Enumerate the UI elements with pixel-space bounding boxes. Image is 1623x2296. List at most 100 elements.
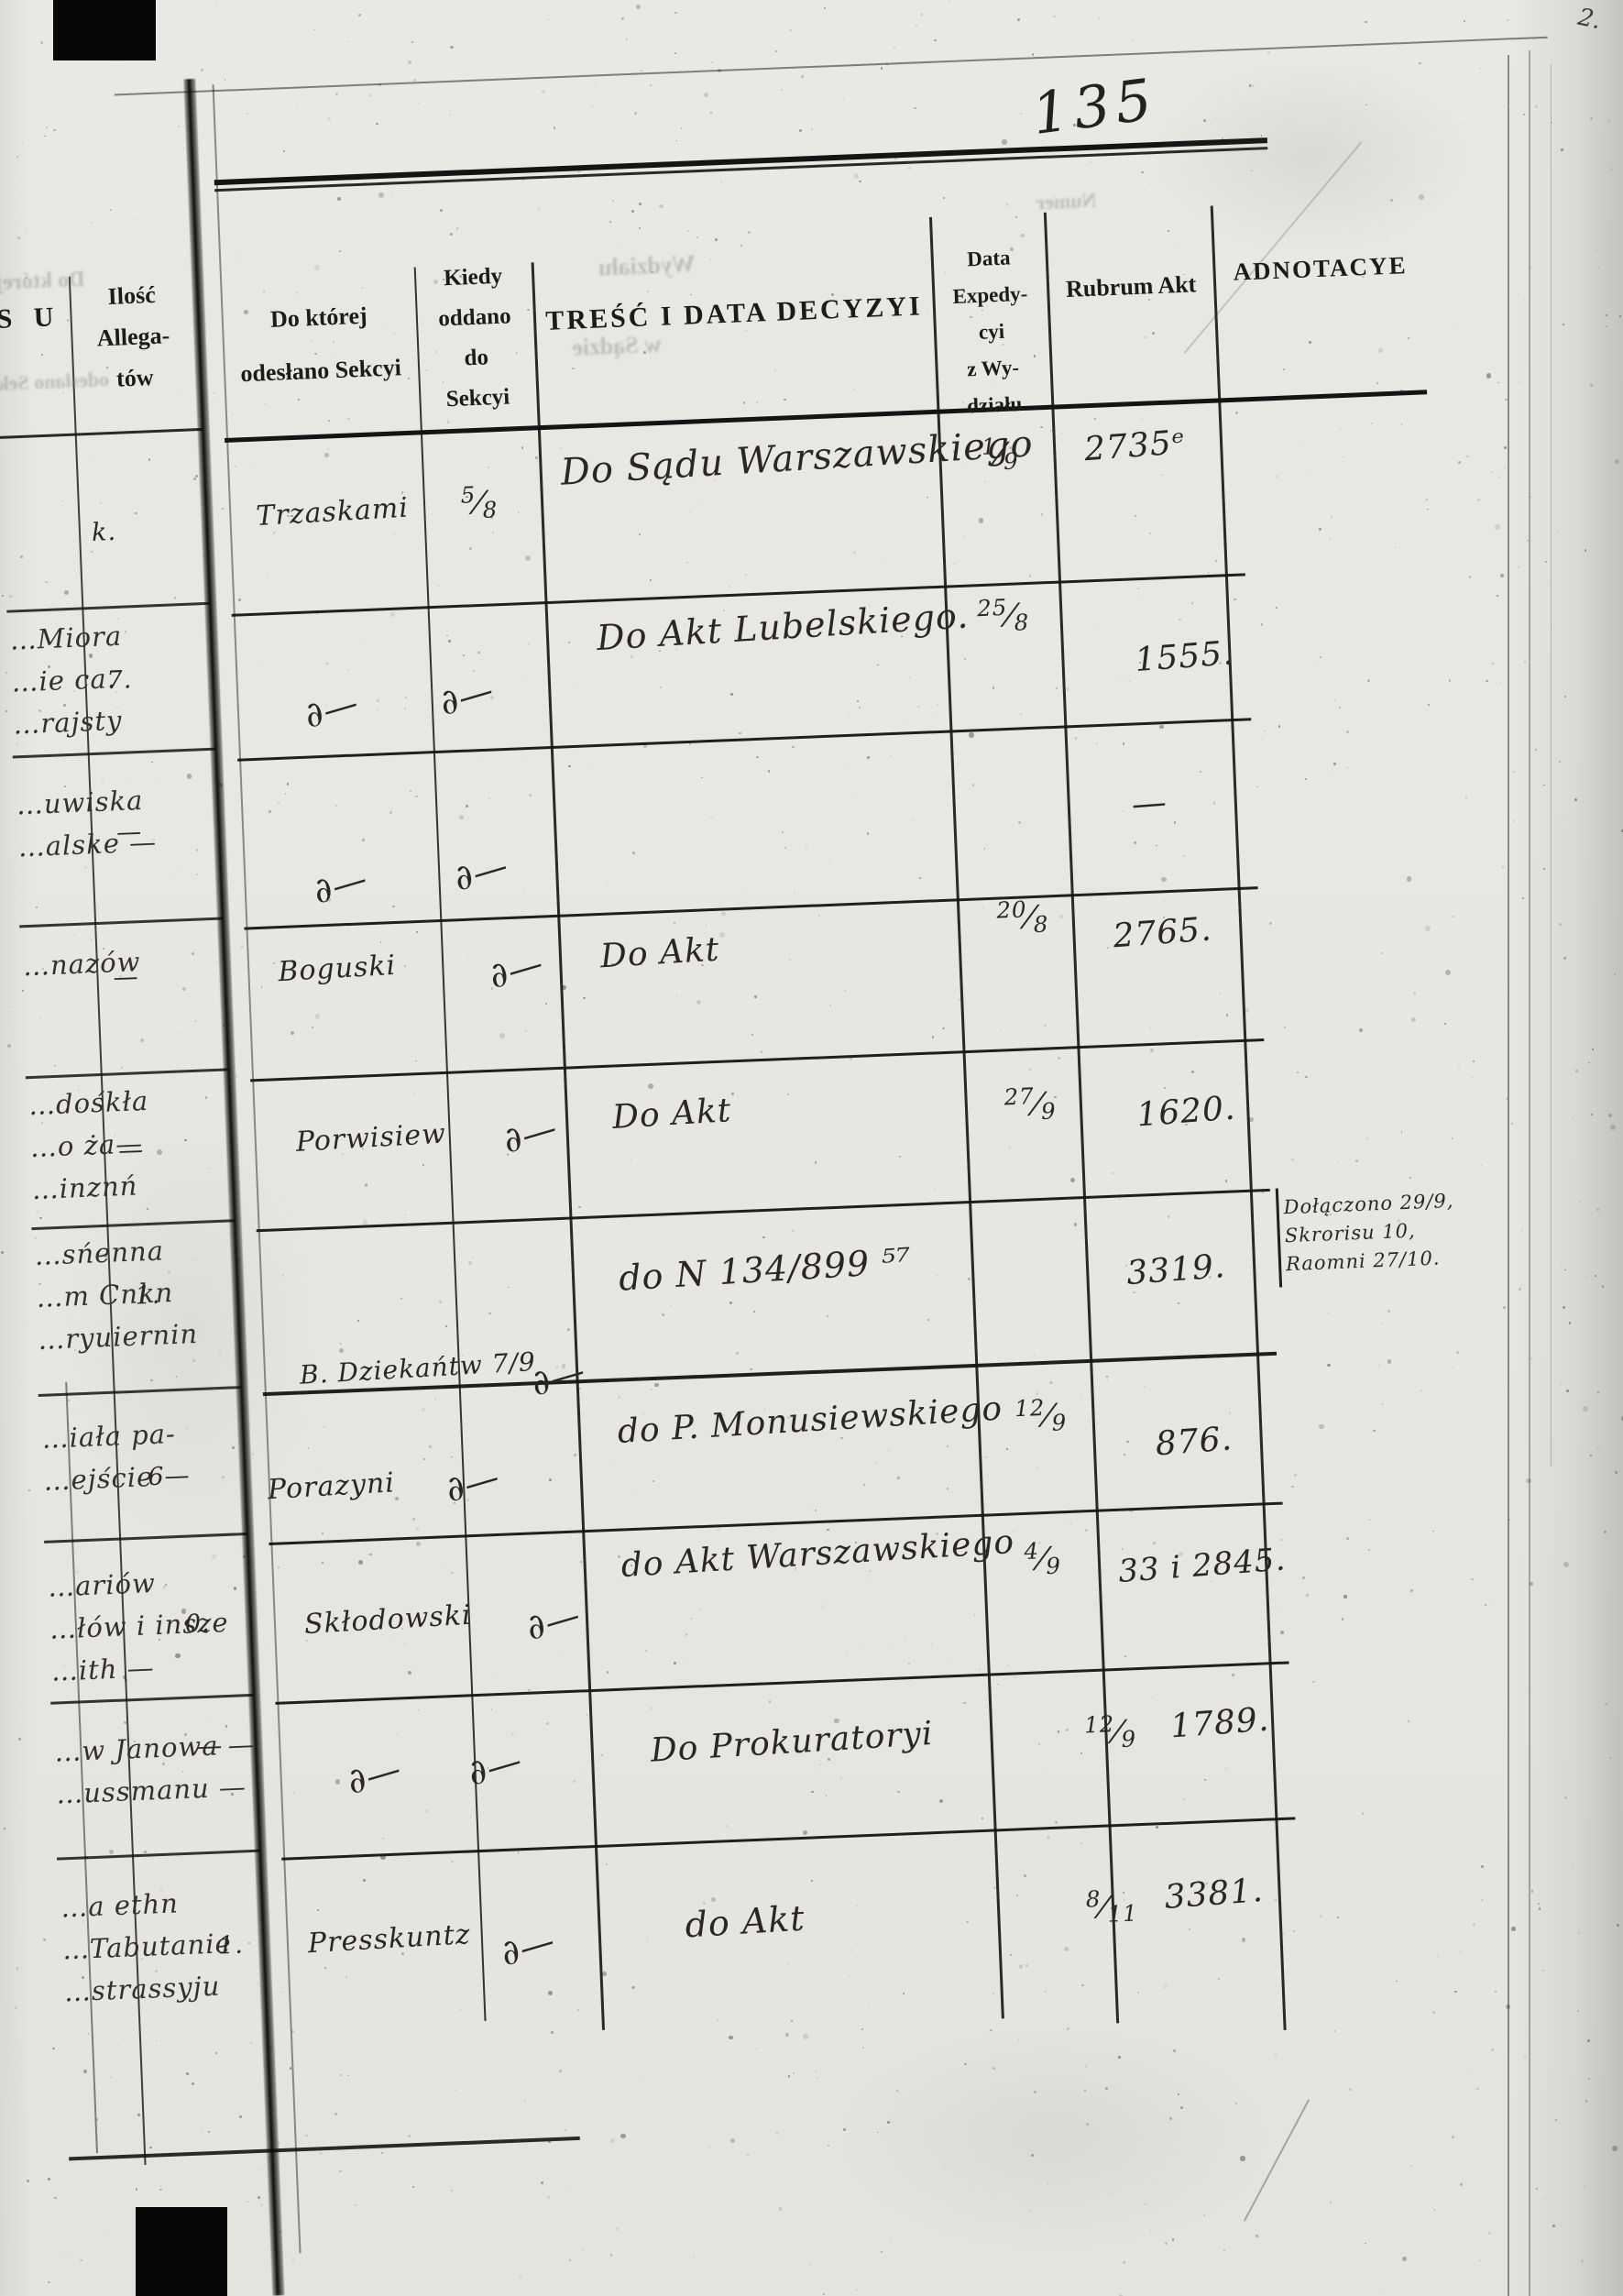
grain-dot (7, 1005, 10, 1008)
table-column-divider (65, 1381, 98, 2154)
row-4-kiedy-ditto: ∂— (484, 942, 549, 997)
row-5-data-expedycyi: 27⁄9 (1003, 1082, 1058, 1125)
row-3-ilosc-value: — (115, 817, 143, 848)
page-edge-line (1508, 55, 1509, 2296)
grain-dot (1581, 2260, 1584, 2262)
row-3-left-fragment: …uwiska (16, 784, 144, 821)
row-7-sekcya-value: Porazyni (267, 1467, 396, 1507)
row-6-adnotacye-note: Dołączono 29/9, Skrorisu 10, Raomni 27/1… (1283, 1189, 1454, 1276)
column-header-kiedy: Kiedy oddano do Sekcyi (437, 263, 512, 412)
grain-dot (16, 1967, 19, 1970)
row-1-ilosc-value: k. (91, 517, 117, 547)
row-2-left-fragment: …ie ca. (10, 662, 117, 698)
row-10-sekcya-value: Presskuntz (307, 1918, 472, 1961)
row-6-ilosc-value: 1. (134, 1280, 161, 1311)
bleedthrough-text: Wydziału (598, 250, 696, 281)
row-9-rubrum-value: 1789. (1168, 1700, 1271, 1746)
row-4-ilosc-value: — (112, 962, 140, 993)
column-header-sekcya: Do której odesłano Sekcyi (239, 302, 402, 388)
table-rule (0, 427, 203, 439)
row-2-rubrum-value: 1555. (1134, 634, 1235, 680)
row-7-left-fragment: …iała pa- (40, 1418, 177, 1455)
row-7-rubrum-value: 876. (1154, 1420, 1234, 1464)
grain-dot (65, 2257, 67, 2258)
bleedthrough-layer: Do której odesłano Sek Wydziału w Sądzie Num… (0, 0, 1605, 395)
row-8-left-fragment: …ariów (47, 1567, 157, 1603)
grain-dot (19, 2079, 22, 2081)
row-6-kiedy-ditto: ∂— (526, 1349, 591, 1404)
column-header-adnotacye: ADNOTACYE (1232, 251, 1409, 286)
row-1-sekcya-value: Trzaskami (255, 491, 410, 533)
grain-dot (1402, 2257, 1407, 2261)
row-6-rubrum-value: 3319. (1124, 1247, 1227, 1293)
row-2-data-expedycyi: 25⁄8 (976, 593, 1030, 636)
grain-dot (27, 2180, 29, 2183)
grain-dot (43, 1939, 46, 1942)
row-5-left-fragment: …dośkła (27, 1084, 149, 1122)
row-5-left-fragment: …inznń (31, 1170, 138, 1206)
row-9-ilosc-value: — (196, 1731, 224, 1762)
row-9-tresc-value: Do Prokuratoryi (649, 1714, 935, 1770)
table-rule (250, 1038, 1265, 1082)
row-7-kiedy-ditto: ∂— (440, 1456, 505, 1511)
row-6-left-fragment: …ryuiernin (37, 1317, 199, 1356)
grain-dot (8, 1973, 10, 1976)
row-5-kiedy-ditto: ∂— (498, 1106, 563, 1161)
row-8-data-expedycyi: 4⁄9 (1023, 1537, 1062, 1580)
row-2-ilosc-value: 7. (105, 665, 133, 696)
table-rule (31, 1219, 236, 1230)
table-column-divider (1275, 1188, 1283, 1288)
row-10-left-fragment: …Tabutanie (61, 1928, 233, 1966)
table-rule (12, 747, 216, 759)
grain-dot (856, 2290, 858, 2291)
grain-dot (18, 1737, 22, 1741)
row-4-data-expedycyi: 20⁄8 (995, 895, 1049, 939)
row-1-kiedy-date: 5⁄8 (460, 481, 499, 523)
row-10-data-expedycyi: 8⁄11 (1085, 1884, 1139, 1928)
grain-dot (5, 672, 7, 675)
table-rule (25, 1068, 229, 1079)
bleedthrough-text: Numer (1035, 188, 1097, 214)
row-10-tresc-value: do Akt (684, 1897, 806, 1946)
table-rule (57, 1849, 260, 1861)
table-rule (244, 886, 1258, 930)
grain-dot (48, 2280, 50, 2284)
table-rule (114, 36, 1548, 96)
page-edge-line (1529, 50, 1530, 2296)
film-marker-top (53, 0, 156, 60)
table-rule (6, 601, 211, 613)
row-8-ilosc-value: 0. (184, 1609, 212, 1639)
table-rule (44, 1532, 248, 1543)
grain-dot (822, 2292, 825, 2295)
grain-dot (1122, 2260, 1126, 2265)
table-rule (19, 917, 224, 928)
grain-dot (5, 710, 8, 713)
left-strip-header-fragment: S U (0, 302, 62, 335)
row-2-sekcya-ditto: ∂— (299, 682, 364, 737)
row-7-data-expedycyi: 12⁄9 (1014, 1393, 1068, 1436)
table-rule (50, 1693, 255, 1705)
row-1-data-expedycyi: 1⁄9 (981, 433, 1020, 476)
table-rule (214, 147, 1268, 192)
grain-dot (1, 1250, 5, 1254)
row-2-tresc-value: Do Akt Lubelskiego. (595, 595, 971, 659)
grain-dot (7, 1043, 12, 1048)
grain-dot (54, 2197, 57, 2200)
row-10-left-fragment: …strassyju (63, 1970, 221, 2008)
row-2-kiedy-ditto: ∂— (434, 669, 499, 724)
row-2-left-fragment: …Miora (8, 620, 123, 656)
row-1-rubrum-value: 2735ᵉ (1082, 423, 1188, 469)
row-5-sekcya-value: Porwisiew (294, 1117, 447, 1159)
row-2-left-fragment: …rajsty (12, 704, 124, 741)
row-9-left-fragment: …ussmanu — (55, 1771, 247, 1810)
row-1-tresc-value: Do Sądu Warszawskiego (559, 423, 1035, 494)
row-3-kiedy-ditto: ∂— (449, 844, 513, 899)
row-3-rubrum-value: — (1130, 781, 1169, 825)
row-5-tresc-value: Do Akt (610, 1092, 733, 1137)
row-10-rubrum-value: 3381. (1163, 1871, 1266, 1917)
row-6-tresc-value: do N 134/899 ⁵⁷ (617, 1240, 913, 1299)
row-9-data-expedycyi: 12⁄9 (1083, 1710, 1137, 1752)
grain-dot (28, 1489, 31, 1492)
